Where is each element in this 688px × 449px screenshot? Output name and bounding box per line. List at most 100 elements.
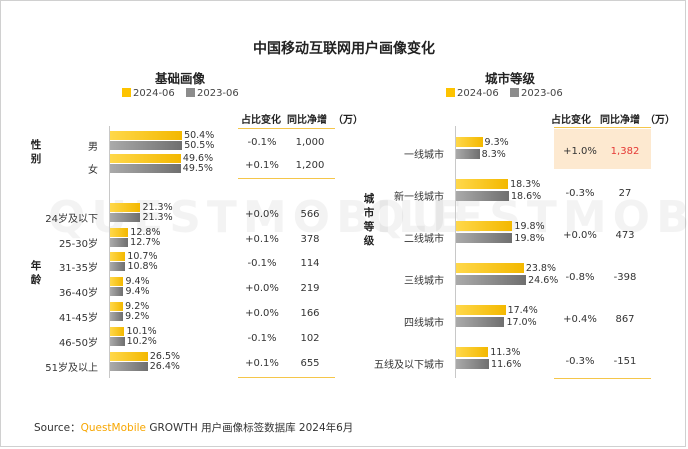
share-change-cell: -0.1% [247, 137, 277, 148]
bar-value-2023: 24.6% [528, 275, 559, 286]
bar-value-2023: 19.8% [514, 233, 545, 244]
share-change-cell: +0.4% [563, 314, 597, 325]
bar-value-2024: 9.3% [484, 137, 509, 148]
bar-2024 [456, 347, 489, 357]
category-label: 一线城市 [404, 150, 444, 161]
table-rule [238, 377, 335, 378]
category-label: 46-50岁 [58, 338, 98, 349]
net-growth-cell: 219 [300, 283, 320, 294]
bar-2023 [110, 362, 148, 371]
bar-2023 [456, 149, 480, 159]
net-growth-cell: 566 [300, 209, 320, 220]
bar-2023 [110, 164, 181, 173]
net-growth-cell: 655 [300, 358, 320, 369]
bar-2024 [110, 154, 181, 163]
share-change-cell: +0.1% [245, 160, 279, 171]
table-rule [238, 178, 335, 179]
category-label: 新一线城市 [394, 192, 444, 203]
net-growth-cell: -151 [613, 356, 637, 367]
bar-2024 [110, 203, 141, 212]
legend-2023-label: 2023-06 [196, 88, 239, 99]
category-label: 女 [88, 165, 98, 176]
category-label: 五线及以下城市 [374, 360, 444, 371]
share-change-cell: -0.1% [247, 333, 277, 344]
share-change-cell: +0.0% [245, 209, 279, 220]
net-growth-cell: 473 [615, 230, 635, 241]
left-header-net-growth: 同比净增 [287, 115, 327, 126]
group-label-city: 城市等级 [363, 193, 375, 247]
net-growth-cell: 166 [300, 308, 320, 319]
bar-value-2024: 19.8% [514, 221, 545, 232]
net-growth-cell: 1,000 [295, 137, 325, 148]
bar-2024 [110, 327, 125, 336]
bar-value-2024: 10.7% [127, 251, 158, 262]
bar-2023 [110, 262, 126, 271]
bar-2024 [110, 228, 129, 237]
bar-2023 [456, 317, 505, 327]
right-axis-line [455, 126, 456, 378]
bar-2023 [456, 359, 490, 369]
bar-value-2024: 10.1% [126, 326, 157, 337]
watermark-right: QUESTMOBILE [368, 192, 688, 243]
legend-2024-label: 2024-06 [457, 88, 499, 99]
bar-value-2024: 18.3% [510, 179, 541, 190]
left-chart-title: 基础画像 [154, 71, 205, 86]
group-label-age: 年龄 [30, 260, 42, 286]
bar-value-2023: 17.0% [506, 317, 537, 328]
share-change-cell: +0.0% [563, 230, 597, 241]
left-axis-line [109, 126, 110, 378]
category-label: 36-40岁 [58, 288, 98, 299]
category-label: 四线城市 [404, 318, 444, 329]
net-growth-cell: 27 [618, 188, 632, 199]
bar-2023 [110, 337, 125, 346]
bar-value-2023: 21.3% [142, 212, 173, 223]
bar-value-2024: 12.8% [130, 227, 161, 238]
table-rule [554, 378, 651, 379]
bar-value-2023: 10.2% [126, 336, 157, 347]
highlight-cell [554, 129, 651, 169]
bar-2023 [110, 213, 141, 222]
bar-value-2023: 50.5% [184, 140, 215, 151]
bar-value-2023: 12.7% [130, 237, 161, 248]
category-label: 二线城市 [404, 234, 444, 245]
bar-2023 [110, 312, 124, 321]
source-brand: QuestMobile [80, 422, 146, 434]
net-growth-cell: 114 [300, 258, 320, 269]
bar-2023 [110, 238, 129, 247]
bar-value-2024: 9.4% [125, 276, 150, 287]
category-label: 三线城市 [404, 276, 444, 287]
bar-value-2023: 9.4% [125, 286, 150, 297]
bar-2024 [110, 277, 124, 286]
right-header-share-change: 占比变化 [551, 115, 591, 126]
source-prefix: Source： [34, 422, 81, 434]
right-header-net-growth: 同比净增 [600, 115, 640, 126]
net-growth-cell: -398 [613, 272, 637, 283]
net-growth-cell: 867 [615, 314, 635, 325]
category-label: 41-45岁 [58, 313, 98, 324]
category-label: 25-30岁 [58, 239, 98, 250]
table-rule [238, 128, 335, 129]
bar-value-2023: 9.2% [125, 311, 150, 322]
bar-2024 [456, 179, 509, 189]
bar-2023 [456, 233, 513, 243]
bar-value-2024: 9.2% [125, 301, 150, 312]
category-label: 24岁及以下 [45, 214, 98, 225]
category-label: 51岁及以上 [45, 363, 98, 374]
share-change-cell: +0.0% [245, 308, 279, 319]
bar-value-2023: 18.6% [511, 191, 542, 202]
bar-2023 [110, 287, 124, 296]
share-change-cell: -0.8% [565, 272, 595, 283]
bar-value-2023: 26.4% [149, 361, 180, 372]
bar-value-2024: 17.4% [507, 305, 538, 316]
bar-value-2024: 50.4% [184, 130, 215, 141]
legend-2024-label: 2024-06 [133, 88, 175, 99]
right-header-unit: （万） [645, 115, 675, 126]
figure-title: 中国移动互联网用户画像变化 [253, 41, 435, 57]
net-growth-cell: 1,382 [610, 146, 640, 157]
bar-2024 [456, 305, 506, 315]
left-header-share-change: 占比变化 [241, 115, 281, 126]
bar-2023 [456, 191, 509, 201]
bar-value-2024: 11.3% [490, 347, 521, 358]
legend-2024-swatch [446, 88, 455, 97]
